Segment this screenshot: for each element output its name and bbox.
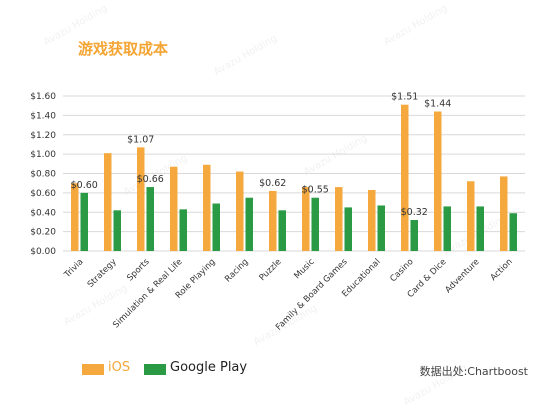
bar-google-play <box>509 213 517 251</box>
data-label: $0.60 <box>71 180 98 191</box>
bar-ios <box>236 171 244 251</box>
x-tick-label: Sports <box>125 257 152 284</box>
bar-google-play <box>476 206 484 251</box>
data-label: $0.66 <box>137 174 164 185</box>
bar-google-play <box>146 187 154 251</box>
y-tick-label: $1.40 <box>30 111 56 121</box>
data-label: $1.44 <box>424 99 451 110</box>
bar-google-play <box>245 197 253 251</box>
bar-ios <box>302 187 310 251</box>
bar-ios <box>434 111 442 251</box>
bar-google-play <box>377 205 385 251</box>
x-tick-label: Racing <box>223 257 250 284</box>
y-tick-label: $0.80 <box>30 170 56 180</box>
x-tick-label: Puzzle <box>258 257 284 283</box>
data-label: $1.51 <box>391 92 418 103</box>
bar-ios <box>137 147 145 251</box>
bar-google-play <box>80 192 88 251</box>
bar-ios <box>71 183 79 251</box>
x-tick-label: Trivia <box>62 257 86 281</box>
source-note: 数据出处:Chartboost <box>419 365 528 378</box>
y-tick-label: $0.40 <box>30 208 56 218</box>
bar-google-play <box>113 210 121 251</box>
x-tick-label: Casino <box>388 257 415 284</box>
y-tick-label: $0.00 <box>30 247 56 257</box>
data-label: $1.07 <box>127 134 154 145</box>
bar-ios <box>401 104 409 251</box>
legend-swatch-ios <box>82 364 104 375</box>
legend-label-google-play: Google Play <box>170 360 248 375</box>
x-tick-label: Music <box>292 257 316 281</box>
y-tick-label: $0.60 <box>30 189 56 199</box>
data-label: $0.62 <box>259 178 286 189</box>
bar-google-play <box>212 203 220 251</box>
y-tick-label: $1.20 <box>30 131 56 141</box>
y-tick-label: $1.60 <box>30 92 56 102</box>
bar-ios <box>335 187 343 251</box>
x-tick-label: Adventure <box>443 257 481 295</box>
bar-ios <box>203 164 211 251</box>
bar-google-play <box>179 209 187 251</box>
bar-google-play <box>410 220 418 251</box>
x-tick-label: Action <box>489 257 515 283</box>
bar-google-play <box>443 206 451 251</box>
x-tick-label: Strategy <box>86 257 119 290</box>
bar-ios <box>104 153 112 251</box>
bar-ios <box>170 166 178 251</box>
y-tick-label: $0.20 <box>30 228 56 238</box>
bar-google-play <box>311 197 319 251</box>
chart-title: 游戏获取成本 <box>78 40 169 58</box>
y-tick-label: $1.00 <box>30 150 56 160</box>
data-label: $0.32 <box>401 207 428 218</box>
bar-ios <box>467 181 475 251</box>
data-label: $0.55 <box>302 185 329 196</box>
bar-ios <box>500 176 508 251</box>
bar-google-play <box>278 210 286 251</box>
bar-google-play <box>344 207 352 251</box>
legend-label-ios: iOS <box>108 360 131 375</box>
bar-ios <box>269 190 277 251</box>
bar-ios <box>368 189 376 251</box>
legend-swatch-google-play <box>144 364 166 375</box>
